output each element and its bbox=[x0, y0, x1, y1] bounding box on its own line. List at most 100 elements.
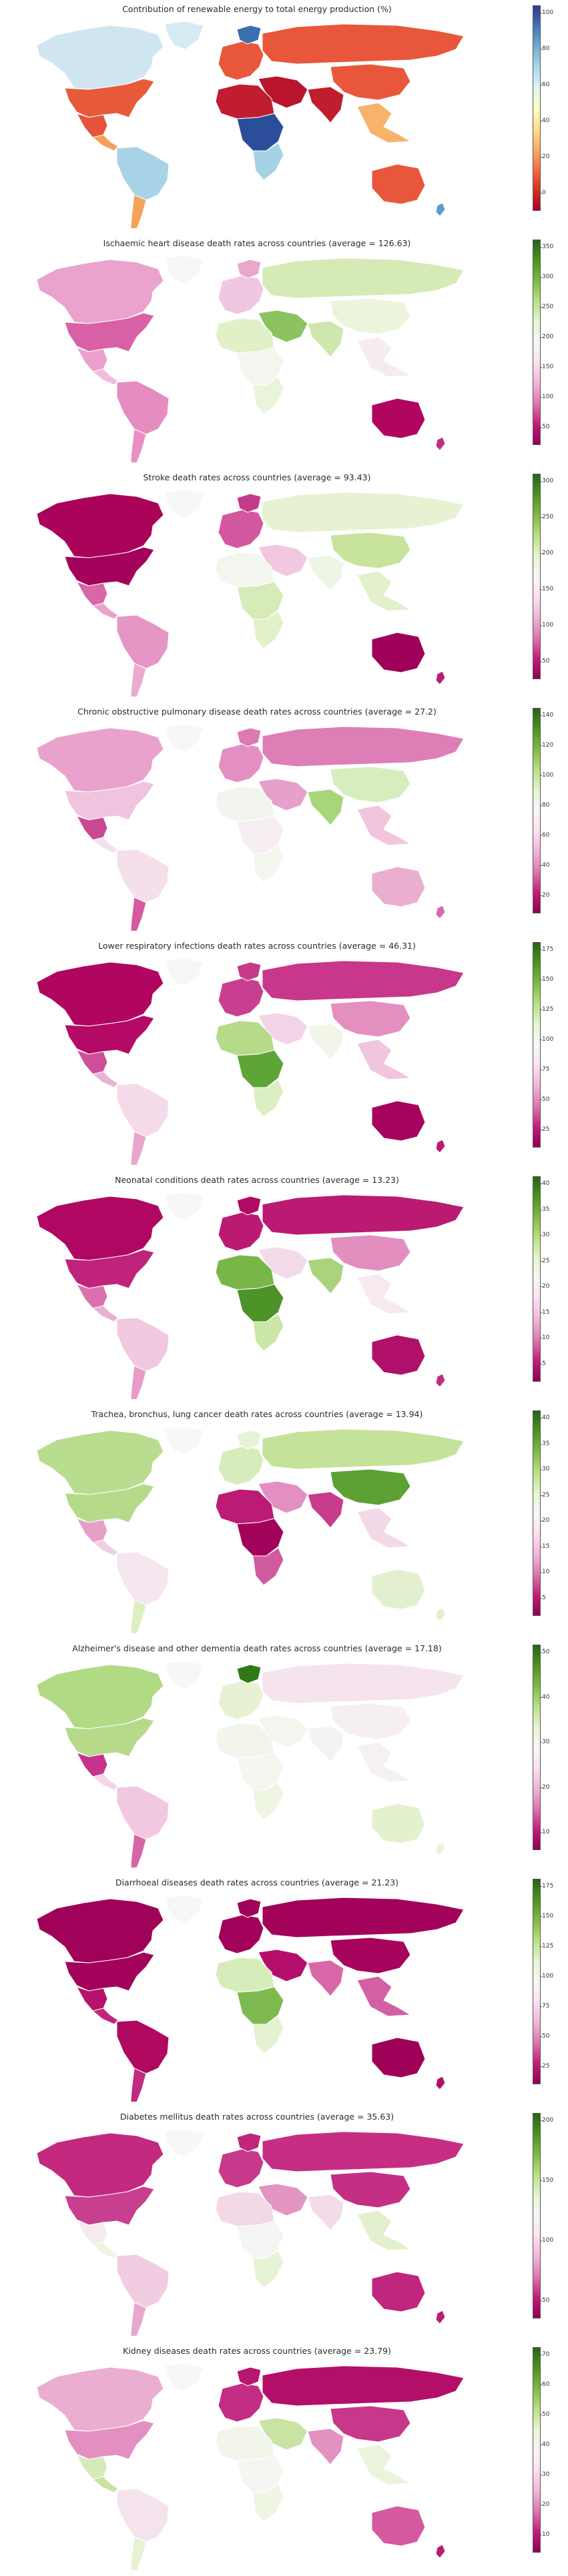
region-scandinavia bbox=[236, 493, 262, 513]
region-scandinavia bbox=[236, 2132, 262, 2152]
colorbar-tick-label: 250 bbox=[539, 304, 554, 310]
region-north-america bbox=[36, 2367, 164, 2432]
region-southeast-asia bbox=[356, 336, 412, 378]
region-africa-central bbox=[236, 1284, 284, 1322]
colorbar-ticks: 300 250 200 150 100 50 bbox=[539, 474, 568, 679]
region-mexico bbox=[75, 815, 108, 841]
region-europe bbox=[218, 509, 264, 549]
region-new-zealand bbox=[435, 1373, 446, 1388]
colorbar-tick-label: 100 bbox=[539, 622, 554, 628]
colorbar-tick-label: 150 bbox=[539, 586, 554, 592]
region-southeast-asia bbox=[356, 1976, 412, 2017]
colorbar-ticks: 70 60 50 40 30 20 10 bbox=[539, 2347, 568, 2553]
colorbar-tick-label: 125 bbox=[539, 1006, 554, 1013]
region-north-america bbox=[36, 1898, 164, 1964]
map-panel: Trachea, bronchus, lung cancer death rat… bbox=[0, 1405, 568, 1639]
colorbar-ticks: 140 120 100 80 60 40 20 bbox=[539, 708, 568, 913]
region-australia bbox=[371, 1334, 426, 1376]
colorbar-tick-label: 300 bbox=[539, 274, 554, 280]
colorbar bbox=[533, 1410, 541, 1616]
colorbar-tick-label: 35 bbox=[539, 1206, 550, 1213]
colorbar-tick-label: 80 bbox=[539, 45, 550, 52]
region-new-zealand bbox=[435, 2310, 446, 2324]
region-new-zealand bbox=[435, 1841, 446, 1856]
colorbar-tick-label: 250 bbox=[539, 514, 554, 520]
region-africa-south bbox=[252, 2016, 284, 2054]
colorbar-tick-label: 20 bbox=[539, 153, 550, 160]
region-new-zealand bbox=[435, 905, 446, 919]
colorbar-tick-label: 50 bbox=[539, 2297, 550, 2304]
region-usa bbox=[64, 1015, 155, 1055]
region-russia bbox=[262, 726, 465, 767]
map-panel: Contribution of renewable energy to tota… bbox=[0, 0, 568, 234]
colorbar-tick-label: 15 bbox=[539, 1543, 550, 1550]
colorbar-tick-label: 10 bbox=[539, 1829, 550, 1835]
region-usa bbox=[64, 2186, 155, 2226]
map-panel: Diabetes mellitus death rates across cou… bbox=[0, 2108, 568, 2342]
region-europe bbox=[218, 977, 264, 1017]
region-central-america bbox=[91, 602, 119, 620]
colorbar-tick-label: 70 bbox=[539, 2351, 550, 2358]
colorbar-tick-label: 30 bbox=[539, 1232, 550, 1239]
region-usa bbox=[64, 78, 155, 118]
map-panel: Alzheimer's disease and other dementia d… bbox=[0, 1639, 568, 1873]
region-new-zealand bbox=[435, 1139, 446, 1154]
region-china bbox=[330, 2405, 411, 2443]
region-south-asia bbox=[307, 1960, 344, 1997]
region-south-asia bbox=[307, 789, 344, 826]
region-europe bbox=[218, 41, 264, 81]
colorbar-tick-label: 25 bbox=[539, 1126, 550, 1133]
colorbar-tick-label: 40 bbox=[539, 1180, 550, 1187]
region-south-america-south bbox=[130, 194, 147, 228]
region-scandinavia bbox=[236, 259, 262, 279]
world-map bbox=[36, 1660, 465, 1867]
region-mexico bbox=[75, 2455, 108, 2480]
panel-title: Lower respiratory infections death rates… bbox=[98, 941, 416, 951]
region-south-america-south bbox=[130, 1833, 147, 1867]
colorbar-tick-label: 0 bbox=[540, 189, 546, 196]
colorbar-tick-label: 35 bbox=[539, 1440, 550, 1447]
map-panel: Neonatal conditions death rates across c… bbox=[0, 1171, 568, 1405]
region-russia bbox=[262, 258, 465, 299]
region-scandinavia bbox=[236, 2367, 262, 2387]
region-europe bbox=[218, 2383, 264, 2423]
colorbar-tick-label: 100 bbox=[539, 1036, 554, 1043]
colorbar-tick-label: 5 bbox=[540, 1360, 546, 1367]
region-usa bbox=[64, 781, 155, 821]
colorbar-tick-label: 10 bbox=[539, 1569, 550, 1576]
region-europe bbox=[218, 743, 264, 783]
colorbar-tick-label: 100 bbox=[539, 2237, 554, 2244]
region-south-america bbox=[116, 2020, 170, 2074]
region-africa-central bbox=[236, 113, 284, 151]
colorbar-tick-label: 40 bbox=[539, 1414, 550, 1421]
region-south-america-south bbox=[130, 1599, 147, 1633]
region-southeast-asia bbox=[356, 2210, 412, 2251]
region-africa-south bbox=[252, 1079, 284, 1118]
region-mexico bbox=[75, 581, 108, 606]
region-south-america-south bbox=[130, 2068, 147, 2102]
region-europe bbox=[218, 1680, 264, 1720]
region-south-asia bbox=[307, 2428, 344, 2465]
colorbar-ticks: 40 35 30 25 20 15 10 5 bbox=[539, 1410, 568, 1616]
region-new-zealand bbox=[435, 202, 446, 217]
colorbar-tick-label: 100 bbox=[539, 9, 554, 16]
region-russia bbox=[262, 2131, 465, 2172]
region-scandinavia bbox=[236, 25, 262, 45]
map-panel: Ischaemic heart disease death rates acro… bbox=[0, 234, 568, 468]
region-mexico bbox=[75, 347, 108, 372]
region-south-america bbox=[116, 380, 170, 435]
region-europe bbox=[218, 2148, 264, 2188]
colorbar-tick-label: 20 bbox=[539, 892, 550, 899]
region-china bbox=[330, 298, 411, 335]
region-europe bbox=[218, 1212, 264, 1252]
region-greenland bbox=[164, 1192, 204, 1221]
region-africa-south bbox=[252, 610, 284, 649]
colorbar bbox=[533, 1879, 541, 2084]
region-greenland bbox=[164, 1894, 204, 1923]
world-map bbox=[36, 2363, 465, 2570]
region-europe bbox=[218, 1914, 264, 1954]
region-south-asia bbox=[307, 2194, 344, 2231]
panel-title: Neonatal conditions death rates across c… bbox=[115, 1175, 399, 1185]
world-map bbox=[36, 1192, 465, 1399]
region-central-america bbox=[91, 1539, 119, 1557]
